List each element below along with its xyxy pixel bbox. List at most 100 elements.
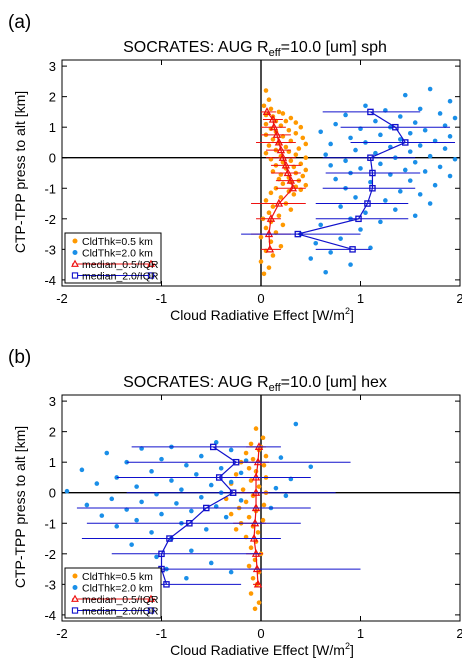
y-tick-label: 0 — [49, 151, 56, 166]
median-marker — [294, 230, 302, 238]
scatter-point — [303, 182, 309, 188]
scatter-point — [208, 560, 214, 566]
scatter-point — [407, 130, 413, 136]
scatter-point — [353, 147, 358, 153]
scatter-point — [338, 204, 343, 209]
scatter-point — [184, 462, 189, 468]
y-tick-label: 3 — [49, 59, 56, 74]
x-axis-label-a: Cloud Radiative Effect [W/m2] — [170, 306, 354, 323]
scatter-point — [248, 478, 254, 483]
scatter-point — [348, 135, 353, 141]
scatter-point — [417, 106, 423, 112]
scatter-point — [422, 127, 428, 133]
scatter-point — [427, 153, 433, 159]
legend-label: CldThk=0.5 km — [82, 236, 153, 248]
x-tick-label: 0 — [257, 626, 264, 641]
scatter-point — [266, 143, 272, 148]
scatter-point — [300, 135, 306, 141]
median-marker — [367, 108, 374, 116]
legend-marker — [72, 250, 78, 255]
scatter-point — [422, 169, 428, 174]
median-marker — [253, 579, 263, 588]
y-tick-label: -2 — [44, 212, 56, 227]
scatter-point — [293, 421, 299, 427]
median-marker — [163, 581, 170, 588]
scatter-point — [174, 501, 179, 506]
scatter-point — [348, 262, 353, 267]
legend-marker — [147, 594, 155, 602]
scatter-point — [263, 198, 269, 203]
legend-label: median_2.0/IQR — [82, 606, 159, 618]
scatter-point — [114, 524, 120, 529]
median-line — [253, 446, 260, 585]
scatter-point — [318, 129, 324, 135]
scatter-point — [328, 250, 333, 255]
scatter-point — [240, 487, 246, 492]
scatter-point — [407, 149, 413, 154]
plot-frame-a — [61, 59, 461, 287]
scatter-point — [250, 575, 256, 581]
scatter-point — [402, 92, 408, 98]
median-marker — [349, 246, 356, 253]
scatter-point — [293, 120, 299, 125]
legend-label: CldThk=2.0 km — [82, 583, 153, 595]
scatter-point — [398, 114, 403, 119]
scatter-point — [363, 103, 368, 109]
scatter-point — [288, 207, 294, 212]
scatter-point — [398, 137, 403, 142]
scatter-point — [447, 98, 453, 104]
median-marker — [265, 244, 275, 253]
median-marker — [364, 200, 371, 207]
scatter-point — [278, 243, 284, 249]
scatter-point — [283, 118, 289, 124]
scatter-point — [268, 106, 274, 112]
y-axis-label-a: CTP-TPP press to alt [km] — [12, 91, 28, 253]
scatter-point — [358, 166, 363, 171]
y-tick-label: -3 — [44, 242, 56, 257]
scatter-point — [149, 530, 154, 535]
plot-frame-b — [61, 394, 461, 622]
median-marker — [268, 114, 278, 123]
x-axis-label-b: Cloud Radiative Effect [W/m2] — [170, 641, 354, 658]
scatter-point — [308, 256, 314, 261]
scatter-point — [323, 269, 328, 275]
scatter-point — [278, 195, 284, 200]
scatter-point — [266, 210, 272, 216]
scatter-point — [452, 115, 458, 121]
scatter-point — [270, 204, 276, 209]
scatter-point — [256, 600, 262, 605]
scatter-point — [228, 511, 234, 517]
scatter-point — [233, 527, 239, 532]
scatter-point — [402, 167, 408, 173]
chart-title-a: SOCRATES: AUG Reff=10.0 [um] sph — [123, 39, 387, 59]
scatter-point — [293, 152, 299, 157]
scatter-point — [378, 161, 383, 167]
panel-label-b: (b) — [8, 347, 31, 368]
y-tick-label: -1 — [44, 181, 56, 196]
y-tick-label: 3 — [49, 394, 56, 409]
legend-label: median_2.0/IQR — [82, 271, 159, 283]
x-tick-label: 2 — [456, 291, 462, 306]
scatter-point — [296, 146, 302, 151]
legend-label: median_0.5/IQR — [82, 259, 159, 271]
scatter-point — [246, 465, 252, 471]
median-marker — [272, 130, 282, 138]
median-marker — [402, 139, 409, 146]
legend-label: CldThk=2.0 km — [82, 248, 153, 260]
y-tick-label: -4 — [44, 608, 56, 623]
scatter-point — [283, 493, 289, 499]
median-marker — [269, 122, 279, 131]
scatter-point — [393, 207, 398, 212]
scatter-point — [398, 189, 403, 194]
x-tick-label: -1 — [156, 291, 168, 306]
scatter-point — [437, 164, 443, 170]
scatter-point — [363, 210, 368, 216]
median-marker — [266, 214, 276, 222]
scatter-point — [243, 450, 249, 456]
scatter-point — [260, 517, 266, 523]
scatter-point — [280, 181, 286, 186]
scatter-point — [228, 479, 234, 485]
scatter-point — [246, 514, 252, 520]
scatter-point — [328, 163, 333, 168]
